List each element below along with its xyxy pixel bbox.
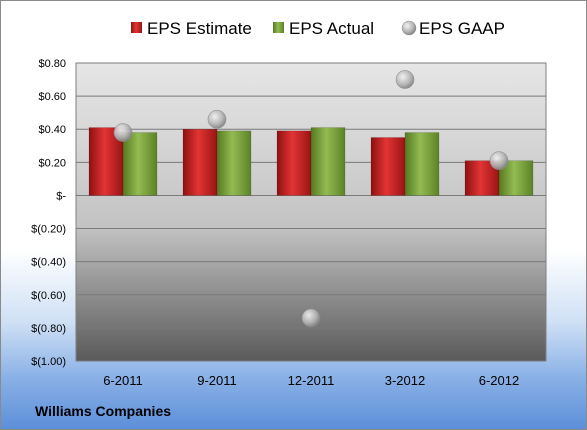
y-tick-label: $(0.40) [31,257,66,269]
point-eps-gaap [489,151,509,170]
bar-eps-estimate [370,137,406,196]
legend-swatch-eps-estimate [131,22,142,33]
y-tick-label: $0.20 [38,157,66,169]
bar-eps-actual [122,132,158,196]
y-tick-label: $0.60 [38,91,66,103]
point-eps-gaap [301,308,321,328]
y-tick-label: $(0.20) [31,224,66,236]
x-category-label: 3-2012 [385,373,425,388]
y-tick-label: $- [56,190,66,202]
legend-label-eps-estimate: EPS Estimate [147,19,252,38]
bar-eps-estimate [276,130,312,196]
point-eps-gaap [395,70,415,89]
point-eps-gaap [113,123,133,142]
company-name: Williams Companies [35,403,172,419]
bar-eps-actual [216,130,252,196]
x-category-label: 9-2011 [197,373,237,388]
legend-label-eps-actual: EPS Actual [289,19,374,38]
legend-swatch-eps-gaap [401,20,417,36]
x-category-label: 6-2011 [103,373,143,388]
legend-label-eps-gaap: EPS GAAP [419,19,505,38]
bar-eps-actual [310,127,346,196]
bar-eps-estimate [182,128,218,196]
bar-eps-actual [404,132,440,196]
x-category-label: 12-2011 [288,373,335,388]
y-tick-label: $0.40 [38,124,66,136]
legend-swatch-eps-actual [273,22,284,33]
y-tick-label: $0.80 [38,58,66,70]
point-eps-gaap [207,109,227,129]
x-category-label: 6-2012 [479,373,519,388]
y-tick-label: $(0.60) [31,290,66,302]
y-tick-label: $(0.80) [31,323,66,335]
y-tick-label: $(1.00) [31,356,66,368]
